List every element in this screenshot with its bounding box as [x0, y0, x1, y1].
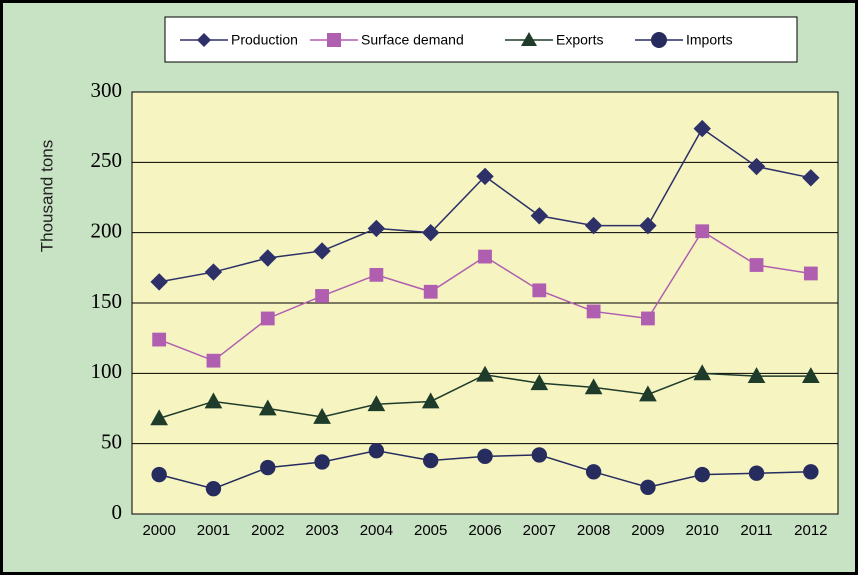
- marker: [641, 311, 655, 326]
- x-tick-label: 2001: [197, 522, 230, 539]
- marker: [421, 223, 440, 242]
- x-tick-label: 2004: [360, 522, 393, 539]
- marker: [803, 464, 819, 480]
- marker: [260, 311, 275, 326]
- marker: [423, 284, 438, 299]
- legend: [164, 16, 798, 63]
- marker: [639, 216, 657, 235]
- marker: [530, 207, 549, 225]
- marker: [258, 399, 277, 416]
- marker: [421, 392, 440, 409]
- x-tick-label: 2002: [251, 522, 284, 539]
- marker: [313, 242, 331, 260]
- marker: [586, 304, 601, 319]
- legend-marker: [521, 32, 537, 46]
- marker: [476, 167, 494, 186]
- x-tick-label: 2000: [142, 522, 175, 539]
- legend-marker: [197, 33, 211, 47]
- marker: [640, 479, 656, 495]
- marker: [259, 249, 277, 267]
- marker: [531, 447, 548, 463]
- marker: [749, 258, 764, 272]
- legend-label: Production: [231, 32, 298, 48]
- marker: [206, 353, 221, 368]
- marker: [530, 374, 549, 391]
- marker: [477, 448, 493, 465]
- marker: [367, 395, 386, 412]
- marker: [695, 224, 710, 239]
- y-axis-label: Thousand tons: [37, 140, 56, 252]
- marker: [747, 157, 766, 176]
- marker: [802, 169, 820, 187]
- y-tick-label: 100: [91, 359, 123, 383]
- marker: [584, 216, 603, 235]
- marker: [478, 249, 492, 264]
- legend-marker: [651, 32, 667, 48]
- x-tick-label: 2012: [794, 522, 827, 539]
- marker: [694, 466, 710, 483]
- x-tick-label: 2006: [468, 522, 501, 539]
- marker: [150, 409, 169, 426]
- marker: [204, 263, 223, 281]
- marker: [151, 466, 167, 483]
- marker: [639, 385, 657, 402]
- marker: [315, 289, 329, 303]
- marker: [476, 365, 494, 382]
- x-tick-label: 2007: [523, 522, 556, 539]
- x-tick-label: 2010: [686, 522, 719, 539]
- marker: [584, 378, 603, 395]
- marker: [585, 464, 602, 480]
- x-tick-label: 2009: [631, 522, 664, 539]
- marker: [204, 392, 223, 409]
- x-tick-label: 2011: [740, 522, 772, 539]
- y-tick-label: 300: [91, 78, 123, 102]
- y-tick-label: 150: [91, 289, 123, 313]
- legend-marker: [327, 33, 341, 47]
- marker: [747, 367, 766, 384]
- marker: [313, 407, 331, 424]
- marker: [693, 364, 712, 381]
- marker: [422, 452, 439, 469]
- marker: [369, 267, 384, 282]
- marker: [748, 465, 765, 481]
- y-tick-label: 0: [112, 500, 123, 524]
- marker: [260, 459, 276, 476]
- legend-label: Surface demand: [361, 32, 464, 48]
- marker: [803, 266, 818, 281]
- marker: [150, 273, 168, 291]
- x-tick-label: 2003: [305, 522, 338, 539]
- marker: [693, 119, 711, 138]
- y-tick-label: 200: [91, 218, 123, 242]
- y-tick-label: 50: [101, 429, 122, 453]
- marker: [367, 219, 386, 238]
- marker: [532, 283, 547, 298]
- x-tick-label: 2008: [577, 522, 610, 539]
- legend-label: Imports: [686, 32, 733, 48]
- x-tick-label: 2005: [414, 522, 447, 539]
- legend-label: Exports: [556, 32, 603, 48]
- marker: [801, 367, 820, 384]
- marker: [314, 454, 330, 470]
- marker: [205, 480, 222, 497]
- marker: [368, 443, 385, 459]
- y-tick-label: 250: [91, 148, 123, 172]
- marker: [152, 332, 167, 347]
